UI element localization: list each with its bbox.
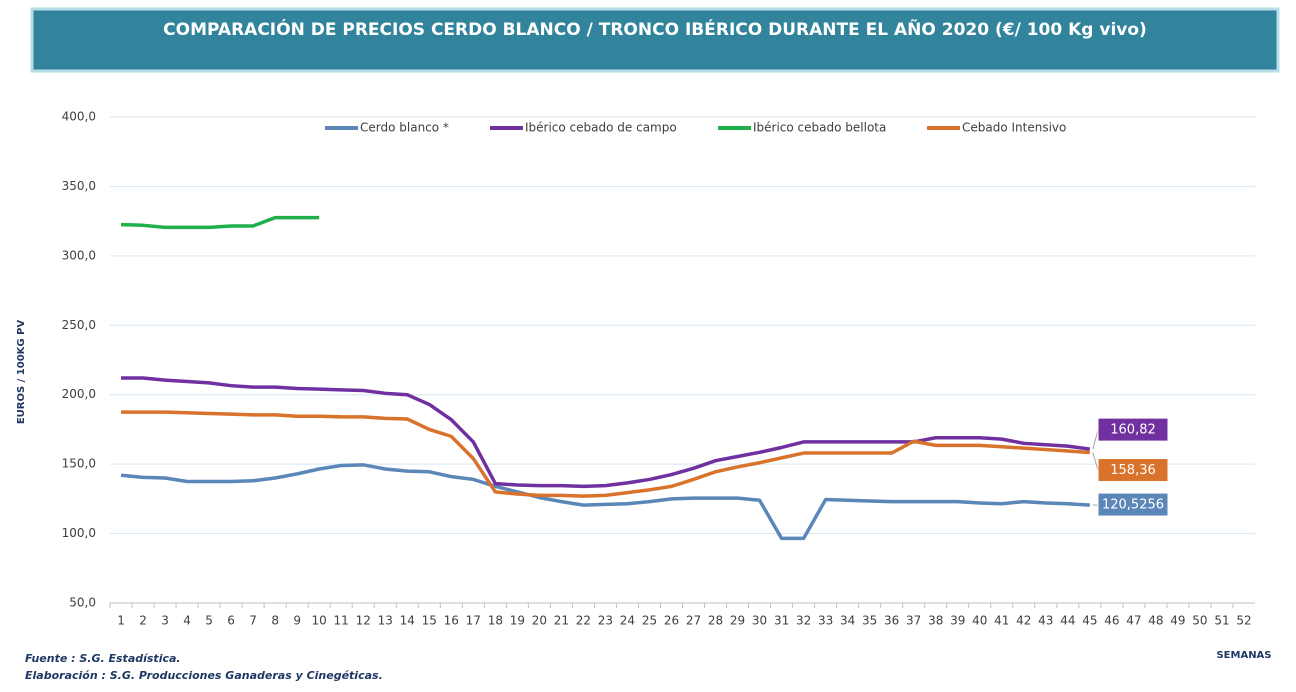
x-tick-label: 38 bbox=[928, 614, 943, 628]
x-tick-label: 25 bbox=[642, 614, 657, 628]
x-tick-label: 24 bbox=[620, 614, 635, 628]
x-tick-label: 28 bbox=[708, 614, 723, 628]
x-tick-label: 8 bbox=[271, 614, 279, 628]
y-tick-label: 350,0 bbox=[62, 179, 96, 193]
x-tick-label: 5 bbox=[205, 614, 213, 628]
x-tick-label: 9 bbox=[293, 614, 301, 628]
x-tick-label: 40 bbox=[972, 614, 987, 628]
x-tick-label: 26 bbox=[664, 614, 679, 628]
x-tick-label: 6 bbox=[227, 614, 235, 628]
x-tick-label: 2 bbox=[139, 614, 147, 628]
x-tick-label: 44 bbox=[1060, 614, 1075, 628]
x-tick-label: 32 bbox=[796, 614, 811, 628]
value-label: 120,5256 bbox=[1102, 498, 1164, 513]
y-tick-label: 100,0 bbox=[62, 526, 96, 540]
x-tick-label: 33 bbox=[818, 614, 833, 628]
x-tick-label: 42 bbox=[1016, 614, 1031, 628]
x-tick-label: 27 bbox=[686, 614, 701, 628]
x-tick-label: 23 bbox=[598, 614, 613, 628]
x-tick-label: 50 bbox=[1192, 614, 1207, 628]
x-tick-label: 12 bbox=[356, 614, 371, 628]
x-tick-label: 21 bbox=[554, 614, 569, 628]
x-tick-label: 34 bbox=[840, 614, 855, 628]
x-tick-label: 52 bbox=[1236, 614, 1251, 628]
x-tick-label: 7 bbox=[249, 614, 257, 628]
source-note: Fuente : S.G. Estadística. bbox=[25, 652, 181, 665]
series-line bbox=[121, 376, 1091, 489]
x-tick-label: 13 bbox=[378, 614, 393, 628]
x-tick-label: 41 bbox=[994, 614, 1009, 628]
x-tick-label: 49 bbox=[1170, 614, 1185, 628]
x-tick-label: 15 bbox=[422, 614, 437, 628]
y-tick-label: 400,0 bbox=[62, 110, 96, 124]
x-tick-label: 31 bbox=[774, 614, 789, 628]
series-line bbox=[120, 463, 1090, 541]
legend-label: Ibérico cebado bellota bbox=[753, 121, 886, 135]
x-tick-label: 4 bbox=[183, 614, 191, 628]
y-tick-label: 300,0 bbox=[62, 248, 96, 262]
x-tick-label: 51 bbox=[1214, 614, 1229, 628]
value-label-box bbox=[1097, 417, 1169, 442]
y-tick-label: 200,0 bbox=[62, 387, 96, 401]
x-tick-label: 16 bbox=[444, 614, 459, 628]
x-tick-label: 1 bbox=[117, 614, 125, 628]
x-tick-label: 36 bbox=[884, 614, 899, 628]
y-tick-label: 150,0 bbox=[62, 457, 96, 471]
value-label: 158,36 bbox=[1110, 463, 1156, 478]
credit-note: Elaboración : S.G. Producciones Ganadera… bbox=[25, 669, 383, 682]
label-leader bbox=[1092, 429, 1099, 450]
series-line bbox=[121, 410, 1090, 498]
x-tick-label: 10 bbox=[312, 614, 327, 628]
x-tick-label: 43 bbox=[1038, 614, 1053, 628]
y-tick-label: 250,0 bbox=[62, 318, 96, 332]
x-tick-label: 48 bbox=[1148, 614, 1163, 628]
x-tick-label: 17 bbox=[466, 614, 481, 628]
y-tick-label: 50,0 bbox=[69, 596, 96, 610]
value-label-box bbox=[1097, 492, 1169, 517]
x-tick-label: 29 bbox=[730, 614, 745, 628]
x-tick-label: 3 bbox=[161, 614, 169, 628]
x-tick-label: 18 bbox=[488, 614, 503, 628]
x-axis-title: SEMANAS bbox=[1216, 650, 1271, 661]
x-tick-label: 45 bbox=[1082, 614, 1097, 628]
x-tick-label: 14 bbox=[400, 614, 415, 628]
x-tick-label: 11 bbox=[334, 614, 349, 628]
x-tick-label: 37 bbox=[906, 614, 921, 628]
x-tick-label: 20 bbox=[532, 614, 547, 628]
legend-label: Cebado Intensivo bbox=[962, 121, 1066, 135]
x-tick-label: 47 bbox=[1126, 614, 1141, 628]
x-tick-label: 30 bbox=[752, 614, 767, 628]
value-label: 160,82 bbox=[1110, 423, 1156, 438]
x-tick-label: 39 bbox=[950, 614, 965, 628]
x-tick-label: 46 bbox=[1104, 614, 1119, 628]
legend-label: Ibérico cebado de campo bbox=[525, 121, 677, 135]
x-tick-label: 35 bbox=[862, 614, 877, 628]
x-tick-label: 19 bbox=[510, 614, 525, 628]
title-banner bbox=[30, 7, 1280, 73]
x-tick-label: 22 bbox=[576, 614, 591, 628]
value-label-box bbox=[1097, 458, 1169, 483]
series-line bbox=[120, 215, 320, 230]
legend-label: Cerdo blanco * bbox=[360, 121, 449, 135]
label-leader bbox=[1092, 452, 1099, 471]
y-axis-title: EUROS / 100KG PV bbox=[16, 320, 27, 425]
chart-title: COMPARACIÓN DE PRECIOS CERDO BLANCO / TR… bbox=[163, 17, 1147, 40]
